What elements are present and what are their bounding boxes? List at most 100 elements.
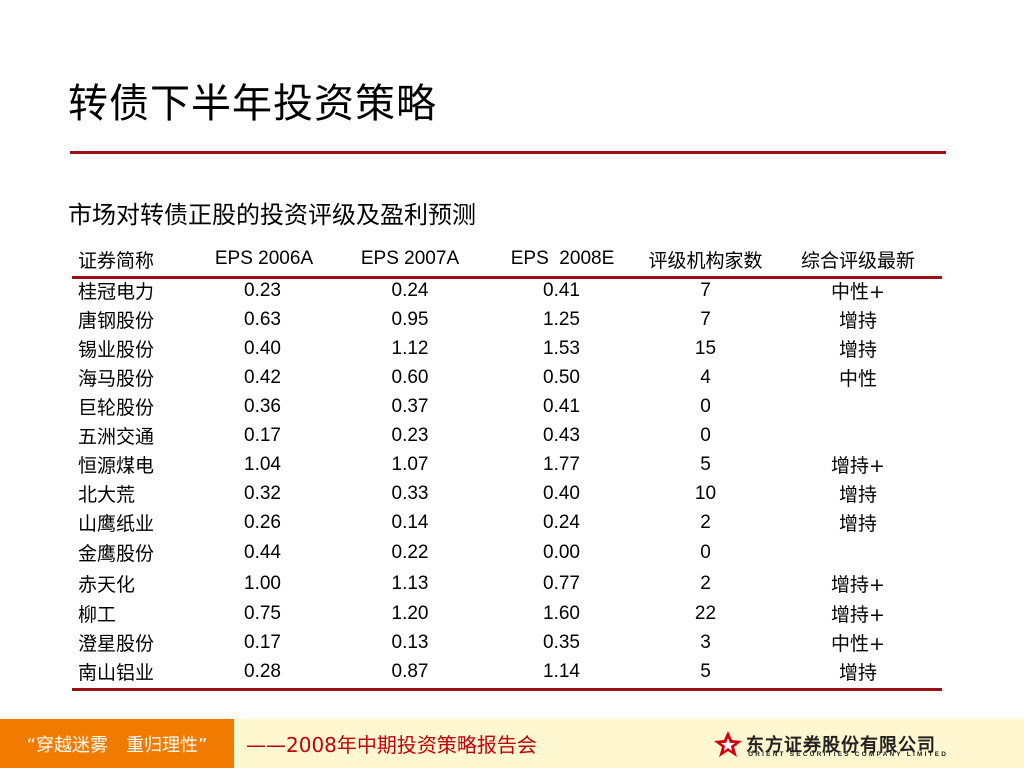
cell-eps-2008: 0.40 <box>543 482 580 504</box>
cell-eps-2006: 0.17 <box>244 631 281 653</box>
company-logo: 东方证券股份有限公司 ORIENT SECURITIES COMPANY LIM… <box>712 729 946 759</box>
cell-eps-2006: 0.63 <box>244 308 281 330</box>
table-row: 锡业股份 0.40 1.12 1.53 15 增持 <box>70 334 942 363</box>
table-row: 金鹰股份 0.44 0.22 0.00 0 <box>70 537 942 568</box>
table-row: 唐钢股份 0.63 0.95 1.25 7 增持 <box>70 305 942 334</box>
header-eps-2006: EPS 2006A <box>214 248 314 269</box>
cell-eps-2007: 0.37 <box>391 395 429 417</box>
cell-security: 恒源煤电 <box>78 455 155 477</box>
cell-security: 桂冠电力 <box>78 281 155 303</box>
header-divider <box>72 276 942 279</box>
cell-eps-2008: 0.00 <box>543 541 580 563</box>
cell-eps-2007: 0.22 <box>391 541 429 563</box>
cell-rating-count: 2 <box>700 572 711 594</box>
cell-rating-count: 22 <box>694 602 717 624</box>
table-row: 南山铝业 0.28 0.87 1.14 5 增持 <box>70 657 942 686</box>
cell-rating: 增持 <box>838 310 877 332</box>
cell-eps-2006: 0.42 <box>244 366 281 388</box>
cell-eps-2006: 0.28 <box>244 660 281 682</box>
cell-rating-count: 5 <box>700 453 711 475</box>
table-row: 巨轮股份 0.36 0.37 0.41 0 <box>70 392 942 421</box>
cell-eps-2008: 0.43 <box>543 424 580 446</box>
table-row: 北大荒 0.32 0.33 0.40 10 增持 <box>70 479 942 508</box>
cell-rating-count: 15 <box>694 337 717 359</box>
cell-rating <box>788 537 928 568</box>
cell-eps-2008: 1.77 <box>543 453 580 475</box>
cell-rating <box>788 392 928 421</box>
cell-rating-count: 5 <box>700 660 711 682</box>
cell-eps-2006: 0.17 <box>244 424 281 446</box>
header-rating-count: 评级机构家数 <box>648 249 763 272</box>
cell-rating: 增持+ <box>831 604 885 626</box>
cell-eps-2006: 0.32 <box>244 482 281 504</box>
header-rating: 综合评级最新 <box>800 249 915 272</box>
cell-eps-2007: 0.24 <box>391 279 429 301</box>
cell-eps-2007: 0.23 <box>391 424 429 446</box>
cell-rating-count: 2 <box>700 511 711 533</box>
orient-securities-logo-icon <box>714 731 742 757</box>
cell-security: 北大荒 <box>78 484 136 506</box>
cell-security: 唐钢股份 <box>78 310 155 332</box>
cell-security: 锡业股份 <box>78 339 155 361</box>
cell-rating: 增持+ <box>831 574 885 596</box>
cell-rating-count: 0 <box>700 395 711 417</box>
cell-eps-2008: 0.77 <box>543 572 580 594</box>
cell-security: 澄星股份 <box>78 633 155 655</box>
table-bottom-divider <box>72 688 942 691</box>
table-row: 柳工 0.75 1.20 1.60 22 增持+ <box>70 599 942 628</box>
cell-rating: 增持 <box>838 662 877 684</box>
page-title: 转债下半年投资策略 <box>68 81 437 127</box>
cell-eps-2007: 1.20 <box>391 602 429 624</box>
cell-rating: 增持 <box>838 513 877 535</box>
cell-eps-2008: 0.35 <box>543 631 580 653</box>
cell-eps-2007: 0.60 <box>391 366 429 388</box>
cell-eps-2007: 1.07 <box>391 453 429 475</box>
cell-security: 赤天化 <box>78 574 136 596</box>
table-row: 山鹰纸业 0.26 0.14 0.24 2 增持 <box>70 508 942 537</box>
cell-eps-2008: 0.41 <box>543 279 580 301</box>
cell-eps-2008: 0.50 <box>543 366 580 388</box>
cell-eps-2007: 0.87 <box>391 660 429 682</box>
cell-security: 山鹰纸业 <box>78 513 155 535</box>
cell-security: 南山铝业 <box>78 662 155 684</box>
cell-rating: 中性+ <box>831 633 885 655</box>
cell-eps-2006: 1.04 <box>244 453 281 475</box>
cell-rating: 增持 <box>838 339 877 361</box>
cell-rating: 增持 <box>838 484 877 506</box>
cell-eps-2006: 0.75 <box>244 602 281 624</box>
cell-rating-count: 0 <box>700 541 711 563</box>
footer-event-title: ——2008年中期投资策略报告会 <box>246 733 537 757</box>
cell-rating-count: 4 <box>700 366 711 388</box>
cell-security: 海马股份 <box>78 368 155 390</box>
cell-security: 金鹰股份 <box>78 543 155 565</box>
cell-eps-2008: 0.24 <box>543 511 580 533</box>
cell-eps-2008: 1.25 <box>543 308 580 330</box>
cell-eps-2008: 1.60 <box>543 602 580 624</box>
table-header-row: 证券简称 EPS 2006A EPS 2007A EPS 2008E 评级机构家… <box>70 242 942 276</box>
cell-eps-2008: 1.14 <box>543 660 580 682</box>
cell-rating-count: 7 <box>700 279 711 301</box>
cell-eps-2007: 0.95 <box>391 308 429 330</box>
cell-rating: 中性 <box>838 368 877 390</box>
footer-bar: “穿越迷雾 重归理性” ——2008年中期投资策略报告会 东方证券股份有限公司 … <box>0 719 1024 768</box>
cell-eps-2006: 1.00 <box>244 572 281 594</box>
cell-eps-2006: 0.36 <box>244 395 281 417</box>
cell-rating-count: 7 <box>700 308 711 330</box>
cell-eps-2006: 0.23 <box>244 279 281 301</box>
cell-rating: 增持+ <box>831 455 885 477</box>
cell-eps-2006: 0.44 <box>244 541 281 563</box>
table-row: 桂冠电力 0.23 0.24 0.41 7 中性+ <box>70 276 942 305</box>
cell-rating-count: 10 <box>694 482 717 504</box>
title-divider <box>70 151 946 154</box>
header-eps-2007: EPS 2007A <box>360 248 460 269</box>
cell-eps-2006: 0.40 <box>244 337 281 359</box>
cell-rating-count: 3 <box>700 631 711 653</box>
footer-slogan: “穿越迷雾 重归理性” <box>0 719 234 768</box>
cell-security: 柳工 <box>78 604 117 626</box>
logo-company-english: ORIENT SECURITIES COMPANY LIMITED <box>748 751 949 758</box>
cell-eps-2008: 0.41 <box>543 395 580 417</box>
table-caption: 市场对转债正股的投资评级及盈利预测 <box>68 201 476 229</box>
header-eps-2008: EPS 2008E <box>510 248 615 269</box>
table-row: 海马股份 0.42 0.60 0.50 4 中性 <box>70 363 942 392</box>
cell-eps-2007: 1.13 <box>391 572 429 594</box>
